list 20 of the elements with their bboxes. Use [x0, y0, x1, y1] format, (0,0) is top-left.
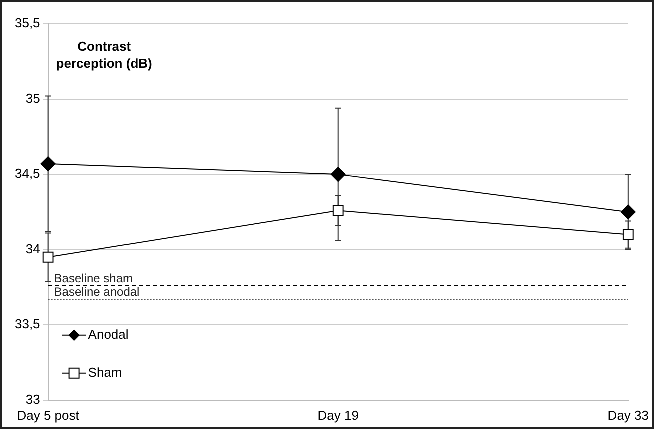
point: [622, 229, 634, 240]
y-tick-label: 33,5: [14, 316, 40, 332]
ref-line-label: Baseline sham: [54, 271, 134, 286]
point: [42, 252, 54, 263]
y-tick-label: 33: [26, 392, 40, 407]
legend-label: Sham: [88, 364, 122, 380]
ref-line-label: Baseline anodal: [54, 284, 140, 299]
point: [620, 204, 636, 220]
point: [330, 167, 346, 182]
x-tick-label: Day 19: [318, 408, 359, 423]
point: [332, 205, 344, 216]
x-tick-label: Day 33: [608, 408, 650, 423]
x-tick-label: Day 5 post: [17, 408, 80, 423]
y-tick-label: 35,5: [14, 16, 40, 31]
y-tick-label: 34: [26, 241, 40, 256]
y-tick-label: 35: [26, 90, 40, 106]
legend-label: Anodal: [88, 326, 129, 342]
y-tick-label: 34,5: [14, 166, 40, 182]
y-axis-title: Contrast perception (dB): [56, 39, 152, 72]
point: [40, 156, 56, 172]
